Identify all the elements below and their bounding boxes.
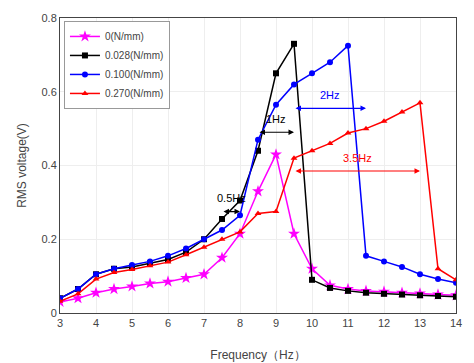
svg-text:12: 12 <box>378 317 390 329</box>
svg-text:Frequency（Hz）: Frequency（Hz） <box>210 348 305 362</box>
svg-text:0.028(N/mm): 0.028(N/mm) <box>105 50 163 61</box>
svg-text:8: 8 <box>237 317 243 329</box>
svg-text:0.6: 0.6 <box>42 86 57 98</box>
svg-text:13: 13 <box>414 317 426 329</box>
svg-text:1Hz: 1Hz <box>266 113 286 125</box>
svg-text:0.270(N/mm): 0.270(N/mm) <box>105 88 163 99</box>
svg-text:14: 14 <box>450 317 462 329</box>
svg-text:RMS voltage(V): RMS voltage(V) <box>15 123 29 208</box>
svg-text:0.5Hz: 0.5Hz <box>217 192 246 204</box>
svg-text:3: 3 <box>57 317 63 329</box>
svg-text:7: 7 <box>201 317 207 329</box>
svg-text:10: 10 <box>306 317 318 329</box>
svg-text:11: 11 <box>342 317 353 329</box>
svg-text:9: 9 <box>273 317 279 329</box>
svg-text:6: 6 <box>165 317 171 329</box>
svg-text:0(N/mm): 0(N/mm) <box>105 31 144 42</box>
svg-text:0: 0 <box>51 307 57 319</box>
svg-text:5: 5 <box>129 317 135 329</box>
svg-text:0.4: 0.4 <box>42 159 57 171</box>
svg-text:4: 4 <box>93 317 99 329</box>
svg-text:0.100(N/mm): 0.100(N/mm) <box>105 69 163 80</box>
svg-text:2Hz: 2Hz <box>320 89 340 101</box>
svg-text:3.5Hz: 3.5Hz <box>343 152 372 164</box>
svg-text:0.2: 0.2 <box>42 233 57 245</box>
svg-text:0.8: 0.8 <box>42 12 57 24</box>
